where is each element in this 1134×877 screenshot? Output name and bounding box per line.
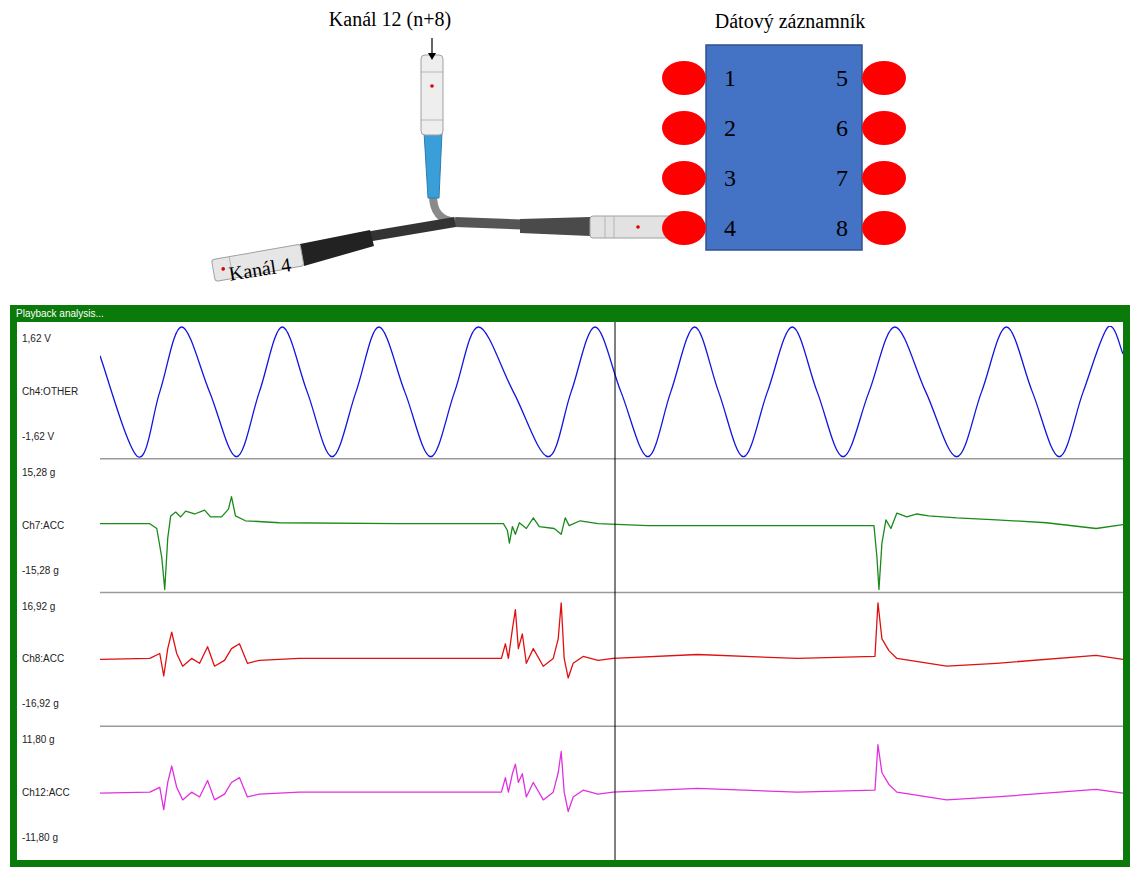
logger-box — [706, 45, 862, 250]
y-tick-label: -16,92 g — [22, 698, 59, 709]
port-plug — [662, 111, 706, 145]
series-group — [100, 745, 1123, 812]
port-number: 5 — [836, 65, 848, 91]
channel-name: Ch4:OTHER — [22, 386, 78, 397]
boot-top — [424, 132, 442, 198]
port-number: 3 — [724, 165, 736, 191]
y-tick-label: -15,28 g — [22, 565, 59, 576]
trace-panel: Ch12:ACC -11,80 g 11,80 g — [22, 734, 1123, 843]
connector-dot — [430, 84, 434, 88]
trace-line — [100, 603, 1123, 678]
series-group — [100, 603, 1123, 678]
y-tick-label: -1,62 V — [22, 431, 55, 442]
connector-dot — [221, 267, 225, 271]
boot-left — [300, 230, 374, 266]
port-plug — [662, 211, 706, 245]
trace-line — [100, 497, 1123, 590]
connector-ring — [421, 72, 443, 73]
y-tick-label: 1,62 V — [22, 333, 51, 344]
page: Kanál 12 (n+8) Kanál 4 Dátový záznamník 1 2 3… — [0, 0, 1134, 877]
port-plug — [662, 61, 706, 95]
port-plug — [862, 61, 906, 95]
channel-name: Ch12:ACC — [22, 787, 70, 798]
window-frame — [10, 305, 1130, 867]
series-group — [100, 497, 1123, 590]
connector-ring — [614, 216, 615, 238]
diagram: Kanál 12 (n+8) Kanál 4 Dátový záznamník 1 2 3… — [211, 8, 906, 285]
connector-top — [421, 55, 443, 135]
connector-dot — [636, 225, 640, 229]
series-group — [100, 326, 1123, 457]
port-number: 2 — [724, 115, 736, 141]
port-plug — [862, 111, 906, 145]
panel-divider — [100, 592, 1123, 594]
window-title: Playback analysis... — [16, 308, 104, 319]
port-plug — [862, 211, 906, 245]
panel-divider — [100, 726, 1123, 728]
cable-left — [360, 222, 455, 238]
panel-divider — [100, 458, 1123, 460]
channel-label: Kanál 4 — [227, 253, 292, 285]
playback-cursor — [615, 322, 616, 860]
port-number: 1 — [724, 65, 736, 91]
channel-name: Ch8:ACC — [22, 653, 64, 664]
channel-name: Ch7:ACC — [22, 520, 64, 531]
trace-panel: Ch7:ACC -15,28 g 15,28 g — [22, 467, 1123, 593]
port-number: 4 — [724, 215, 736, 241]
boot-right — [520, 217, 590, 236]
connector-ring — [421, 120, 443, 121]
port-number: 7 — [836, 165, 848, 191]
logger-title: Dátový záznamník — [715, 10, 866, 33]
y-tick-label: -11,80 g — [22, 832, 58, 843]
trace-line — [100, 745, 1123, 812]
port-number: 8 — [836, 215, 848, 241]
port-plug — [862, 161, 906, 195]
y-tick-label: 11,80 g — [22, 734, 55, 745]
trace-panel: Ch8:ACC -16,92 g 16,92 g — [22, 601, 1123, 727]
y-tick-label: 16,92 g — [22, 601, 55, 612]
y-tick-label: 15,28 g — [22, 467, 55, 478]
arrow-head — [428, 53, 436, 60]
window-body — [17, 322, 1123, 860]
playback-window: Playback analysis... Ch4:OTHER -1,62 V 1,62… — [10, 305, 1130, 867]
port-number: 6 — [836, 115, 848, 141]
channel-label: Kanál 12 (n+8) — [329, 8, 451, 31]
port-plug — [662, 161, 706, 195]
connector-ring — [605, 216, 606, 238]
trace-line — [100, 326, 1123, 457]
trace-panel: Ch4:OTHER -1,62 V 1,62 V — [22, 326, 1123, 459]
